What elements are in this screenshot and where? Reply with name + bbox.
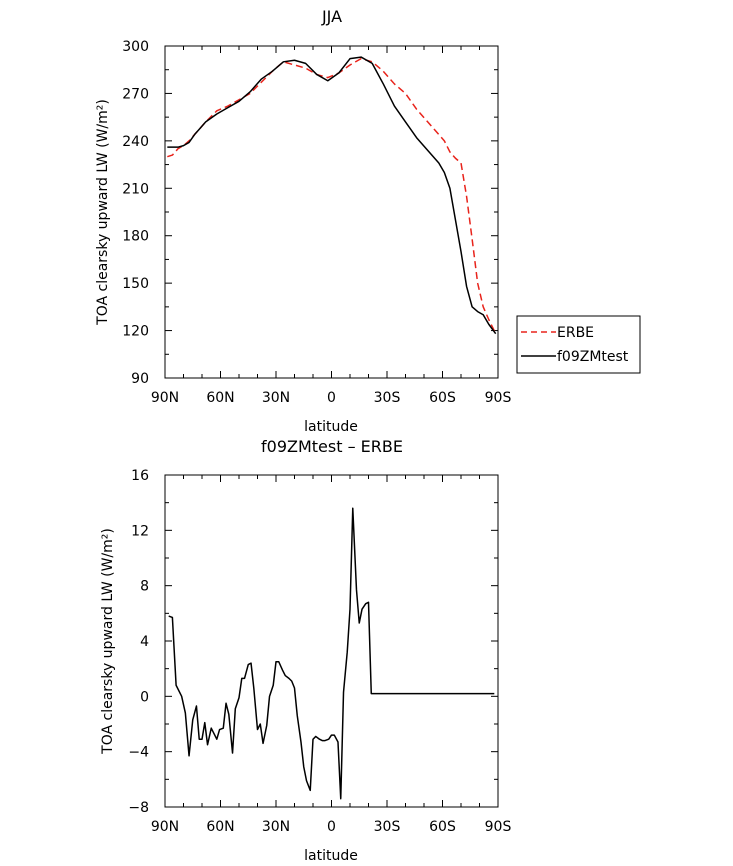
bottom-x-tick-label: 0 [327,819,336,835]
top-y-tick-label: 180 [122,229,149,245]
top-y-tick-label: 90 [131,371,149,387]
legend-box [516,315,641,374]
top-y-tick-label: 300 [122,39,149,55]
top-series-line-f09zmtest [167,56,497,335]
top-x-tick-label: 90N [151,390,179,406]
top-y-axis-label: TOA clearsky upward LW (W/m²) [95,99,111,326]
bottom-y-tick-label: 16 [131,468,149,484]
bottom-plot-frame [164,474,499,808]
top-plot-frame [164,45,499,379]
bottom-panel-title: f09ZMtest – ERBE [261,437,403,456]
top-series-line-erbe [167,57,497,335]
bottom-y-tick-label: −8 [128,800,149,816]
top-x-tick-label: 30S [374,390,401,406]
bottom-x-axis-label: latitude [304,848,358,864]
top-series-group [167,56,497,335]
top-y-tick-label: 150 [122,276,149,292]
bottom-x-tick-label: 90N [151,819,179,835]
bottom-x-tick-label: 60S [429,819,456,835]
top-axis-ticks: 90N 60N 30N 0 30S 60S 90S 90 120 150 180 210 240 270 3… [122,39,511,406]
bottom-axis-ticks: 90N 60N 30N 0 30S 60S 90S −8 −4 0 4 8 12 16 [128,468,511,835]
bottom-x-tick-label: 60N [206,819,234,835]
bottom-y-axis-label: TOA clearsky upward LW (W/m²) [100,528,116,755]
top-x-tick-label: 60S [429,390,456,406]
bottom-y-tick-label: 8 [140,579,149,595]
top-x-tick-label: 90S [485,390,512,406]
bottom-series-line-0 [168,507,495,800]
top-x-tick-label: 0 [327,390,336,406]
top-x-tick-label: 60N [206,390,234,406]
bottom-y-tick-label: −4 [128,745,149,761]
top-y-tick-label: 210 [122,181,149,197]
top-panel-title: JJA [321,7,342,26]
legend-label-f09zmtest: f09ZMtest [557,349,629,365]
legend-label-erbe: ERBE [557,325,594,341]
bottom-y-tick-label: 4 [140,634,149,650]
bottom-x-tick-label: 90S [485,819,512,835]
bottom-y-tick-label: 0 [140,689,149,705]
bottom-series-group [168,507,495,800]
top-panel: JJA 90N 60N 30N 0 30S 60S 90S 90 120 150 180 210 240… [95,7,641,435]
top-x-axis-label: latitude [304,419,358,435]
bottom-panel: f09ZMtest – ERBE 90N 60N 30N 0 30S 60S 90S −8 −4… [100,437,511,864]
top-y-tick-label: 270 [122,86,149,102]
top-y-tick-label: 120 [122,324,149,340]
bottom-x-tick-label: 30S [374,819,401,835]
top-x-tick-label: 30N [262,390,290,406]
bottom-y-tick-label: 12 [131,523,149,539]
top-y-tick-label: 240 [122,134,149,150]
legend: ERBE f09ZMtest [516,315,641,374]
bottom-x-tick-label: 30N [262,819,290,835]
